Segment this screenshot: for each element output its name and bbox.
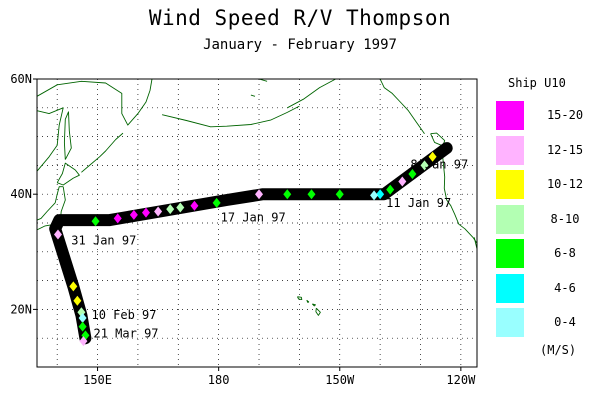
lat-tick-label: 20N	[10, 302, 32, 316]
wind-marker	[113, 213, 122, 224]
coastline	[442, 142, 478, 244]
legend-units: (M/S)	[540, 343, 577, 357]
wind-marker	[166, 204, 175, 215]
legend-swatch	[496, 204, 524, 234]
coastline	[297, 296, 303, 301]
wind-marker	[212, 197, 221, 208]
wind-marker	[78, 313, 87, 324]
coastline	[36, 107, 64, 172]
legend-label: 4-6	[554, 280, 576, 295]
coastline	[56, 162, 80, 186]
wind-marker	[386, 184, 395, 195]
coastline	[161, 105, 300, 128]
wind-marker	[398, 176, 407, 187]
legend-label: 15-20	[546, 108, 584, 122]
track-date-label: 17 Jan 97	[221, 210, 286, 224]
lat-tick-label: 60N	[10, 72, 32, 86]
track-date-label: 31 Jan 97	[71, 233, 136, 247]
track-date-label: 21 Mar 97	[94, 327, 159, 341]
legend-label: 12-15	[546, 142, 584, 157]
coastline	[36, 78, 153, 126]
lon-tick-label: 150E	[83, 373, 112, 387]
wind-marker	[79, 336, 88, 347]
wind-marker	[141, 207, 150, 218]
coastline	[287, 78, 348, 109]
legend-swatch	[496, 239, 524, 268]
figure-subtitle: January - February 1997	[203, 37, 397, 53]
wind-marker	[376, 189, 385, 200]
legend-swatch	[496, 170, 524, 199]
legend-label: 8-10	[550, 211, 580, 226]
wind-marker	[129, 209, 138, 220]
legend-swatch	[496, 135, 524, 165]
legend-swatch	[496, 101, 524, 130]
wind-marker	[307, 189, 316, 200]
wind-marker	[53, 229, 62, 240]
legend-label: 10-12	[546, 177, 584, 191]
legend-label: 0-4	[554, 315, 576, 329]
wind-marker	[190, 200, 199, 211]
legend-label: 6-8	[554, 246, 576, 260]
lon-tick-label: 180	[208, 373, 230, 387]
coastline	[250, 94, 256, 97]
figure-title: Wind Speed R/V Thompson	[148, 6, 452, 30]
track-date-label: 8 Jan 97	[410, 157, 468, 171]
wind-marker	[370, 190, 379, 201]
wind-marker	[420, 160, 429, 171]
legend-title: Ship U10	[508, 76, 566, 90]
wind-marker	[255, 189, 264, 200]
track-date-label: 10 Feb 97	[91, 308, 156, 322]
wind-marker	[154, 206, 163, 217]
coastline	[63, 111, 72, 160]
lon-tick-label: 120W	[446, 373, 476, 387]
wind-marker	[176, 202, 185, 213]
lon-tick-label: 150W	[325, 373, 355, 387]
wind-marker	[408, 169, 417, 180]
wind-marker	[73, 295, 82, 306]
coastline	[315, 307, 321, 316]
legend-swatch	[496, 273, 524, 303]
wind-marker	[91, 216, 100, 227]
wind-marker	[335, 189, 344, 200]
wind-marker	[78, 321, 87, 332]
legend-swatch	[496, 308, 524, 337]
map-frame	[36, 78, 478, 368]
coastline	[311, 303, 316, 307]
wind-marker	[428, 151, 437, 162]
lat-tick-label: 40N	[10, 187, 32, 201]
track-date-label: 11 Jan 97	[386, 196, 451, 210]
coastline	[306, 299, 310, 303]
coastline	[379, 78, 425, 134]
coastline	[81, 132, 124, 173]
wind-marker	[69, 281, 78, 292]
wind-marker	[283, 189, 292, 200]
